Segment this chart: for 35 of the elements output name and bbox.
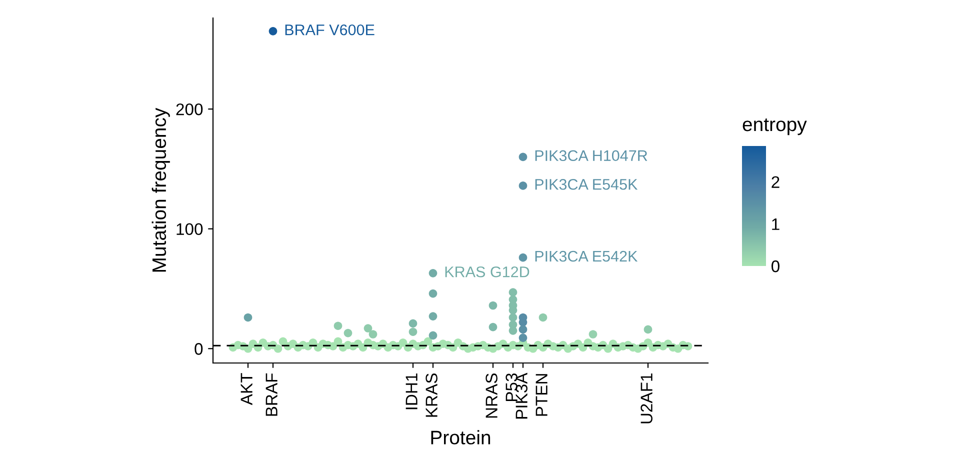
x-tick-label: U2AF1 (640, 374, 652, 424)
point (408, 328, 418, 336)
point (364, 324, 372, 332)
point (244, 313, 252, 322)
color-bar-label: 0 (772, 260, 780, 272)
y-tick-label: 200 (176, 103, 203, 116)
x-tick-label: IDH1 (406, 374, 418, 410)
y-axis-title: Mutation frequency (152, 108, 170, 272)
x-tick-label: BRAF (266, 373, 278, 416)
point (334, 322, 342, 330)
annotation: PIK3CA H1047R (535, 150, 648, 162)
color-bar-label: 1 (772, 218, 780, 230)
x-axis-title: Protein (431, 430, 490, 444)
x-tick-label: NRAS (486, 373, 498, 418)
x-tick-label: P53 (506, 373, 518, 402)
point (488, 322, 498, 332)
y-tick-label: 100 (176, 223, 203, 236)
x-tick-label: PTEN (536, 374, 548, 416)
color-bar-title: entropy (742, 118, 807, 136)
annotation: PIK3CA E542K (535, 250, 638, 262)
point (268, 27, 278, 36)
point (588, 330, 598, 338)
x-tick-label: AKT (240, 373, 252, 406)
x-tick-label: KRAS (426, 373, 438, 417)
annotation: KRAS G12D (445, 266, 530, 278)
color-bar-label: 2 (772, 176, 780, 188)
x-tick-label: PIK3A (516, 372, 528, 419)
annotation: BRAF V600E (285, 24, 374, 36)
point (538, 313, 548, 322)
point (518, 253, 528, 262)
point (344, 328, 352, 338)
y-tick-label: 0 (194, 343, 203, 355)
annotation: PIK3CA E545K (535, 178, 638, 190)
point (368, 330, 378, 338)
point (644, 325, 652, 334)
